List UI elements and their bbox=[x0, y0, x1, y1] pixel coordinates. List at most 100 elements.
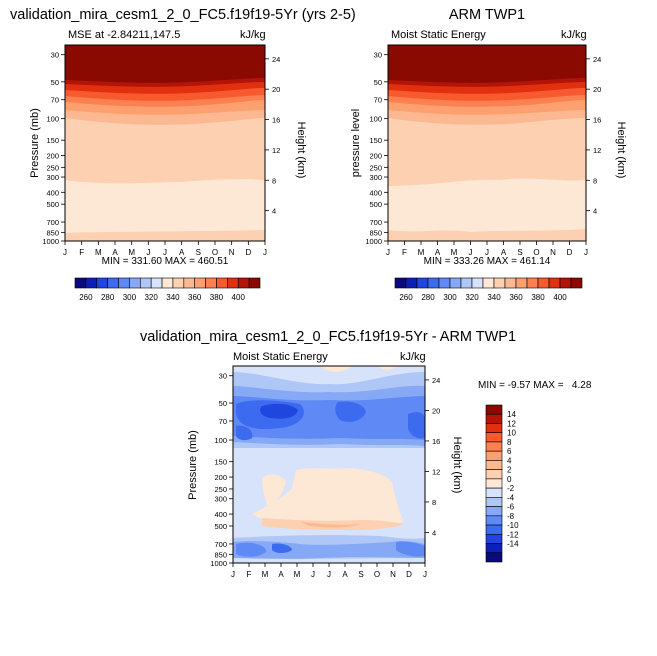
month-label: D bbox=[406, 570, 412, 579]
panel-diff-title: validation_mira_cesm1_2_0_FC5.f19f19-5Yr… bbox=[140, 329, 516, 345]
panel-diff: validation_mira_cesm1_2_0_FC5.f19f19-5Yr… bbox=[140, 329, 592, 579]
height-label: 4 bbox=[593, 207, 597, 216]
month-label: S bbox=[358, 570, 363, 579]
panel-obs-minmax: MIN = 333.26 MAX = 461.14 bbox=[424, 256, 551, 267]
colorbar-swatch bbox=[482, 277, 495, 289]
colorbar-swatch bbox=[485, 506, 503, 517]
month-label: N bbox=[229, 248, 235, 257]
month-label: D bbox=[245, 248, 251, 257]
pressure-label: 30 bbox=[51, 51, 59, 60]
pressure-label: 250 bbox=[214, 485, 227, 494]
pressure-label: 70 bbox=[51, 96, 59, 105]
pressure-label: 30 bbox=[374, 51, 382, 60]
colorbar-label: -10 bbox=[507, 521, 519, 530]
colorbar-swatch bbox=[237, 277, 250, 289]
pressure-label: 850 bbox=[46, 228, 59, 237]
panel-model-y2label: Height (km) bbox=[295, 122, 307, 179]
colorbar-swatch bbox=[85, 277, 98, 289]
colorbar-label: 10 bbox=[507, 429, 516, 438]
panel-model-minmax: MIN = 331.60 MAX = 460.51 bbox=[102, 256, 229, 267]
colorbar-label: 260 bbox=[399, 293, 413, 302]
pressure-label: 400 bbox=[369, 188, 382, 197]
colorbar-swatch bbox=[493, 277, 506, 289]
colorbar-swatch bbox=[485, 533, 503, 544]
colorbar-swatch bbox=[449, 277, 462, 289]
colorbar-label: 8 bbox=[507, 438, 512, 447]
pressure-label: 100 bbox=[214, 436, 227, 445]
height-label: 12 bbox=[272, 146, 280, 155]
panel-model-ylabel: Pressure (mb) bbox=[29, 108, 41, 178]
colorbar-swatch bbox=[205, 277, 217, 289]
colorbar-swatch bbox=[485, 441, 503, 452]
colorbar-swatch bbox=[570, 277, 583, 289]
colorbar-swatch bbox=[485, 450, 503, 461]
height-label: 16 bbox=[272, 116, 280, 125]
pressure-label: 70 bbox=[374, 96, 382, 105]
month-label: F bbox=[247, 570, 252, 579]
month-label: S bbox=[517, 248, 522, 257]
height-label: 4 bbox=[272, 207, 276, 216]
month-label: J bbox=[311, 570, 315, 579]
colorbar-label: 380 bbox=[531, 293, 545, 302]
colorbar-swatch bbox=[96, 277, 108, 289]
colorbar-label: 360 bbox=[188, 293, 202, 302]
height-label: 16 bbox=[593, 116, 601, 125]
pressure-label: 850 bbox=[214, 550, 227, 559]
panel-obs-ylabel: pressure level bbox=[350, 109, 362, 177]
pressure-label: 300 bbox=[369, 173, 382, 182]
month-label: J bbox=[163, 248, 167, 257]
colorbar-label: 260 bbox=[79, 293, 93, 302]
pressure-label: 400 bbox=[46, 188, 59, 197]
colorbar-swatch bbox=[526, 277, 539, 289]
pressure-label: 50 bbox=[374, 78, 382, 87]
colorbar-swatch bbox=[405, 277, 418, 289]
height-label: 24 bbox=[272, 55, 280, 64]
height-label: 16 bbox=[432, 437, 440, 446]
month-label: M bbox=[451, 248, 458, 257]
month-label: O bbox=[533, 248, 539, 257]
colorbar-label: 300 bbox=[443, 293, 457, 302]
height-label: 8 bbox=[272, 176, 276, 185]
colorbar-swatch bbox=[485, 423, 503, 434]
month-label: F bbox=[402, 248, 407, 257]
pressure-label: 850 bbox=[369, 228, 382, 237]
month-label: A bbox=[435, 248, 441, 257]
colorbar-swatch bbox=[559, 277, 572, 289]
pressure-label: 150 bbox=[46, 136, 59, 145]
colorbar-swatch bbox=[118, 277, 130, 289]
month-label: J bbox=[263, 248, 267, 257]
colorbar-label: 4 bbox=[507, 456, 512, 465]
colorbar-swatch bbox=[548, 277, 561, 289]
panel-obs-y2label: Height (km) bbox=[615, 122, 627, 179]
pressure-label: 50 bbox=[51, 78, 59, 87]
colorbar-swatch bbox=[427, 277, 440, 289]
colorbar-label: 12 bbox=[507, 419, 516, 428]
month-label: J bbox=[327, 570, 331, 579]
height-label: 20 bbox=[432, 406, 440, 415]
colorbar-swatch bbox=[416, 277, 429, 289]
colorbar-swatch bbox=[485, 432, 503, 443]
colorbar-model: 260 280 300 320 340 360 380 400 bbox=[74, 277, 261, 302]
colorbar-label: -4 bbox=[507, 493, 515, 502]
colorbar-label: -8 bbox=[507, 512, 515, 521]
height-label: 24 bbox=[432, 376, 440, 385]
pressure-label: 700 bbox=[46, 218, 59, 227]
month-label: J bbox=[584, 248, 588, 257]
panel-obs-units: kJ/kg bbox=[561, 29, 587, 41]
panel-diff-y2label: Height (km) bbox=[451, 437, 463, 494]
month-label: M bbox=[294, 570, 301, 579]
colorbar-swatch bbox=[74, 277, 87, 289]
colorbar-swatch bbox=[485, 460, 503, 470]
colorbar-swatch bbox=[485, 524, 503, 535]
colorbar-label: 360 bbox=[509, 293, 523, 302]
panel-diff-ylabel: Pressure (mb) bbox=[187, 430, 199, 500]
colorbar-swatch bbox=[485, 497, 503, 507]
colorbar-label: 400 bbox=[553, 293, 567, 302]
colorbar-label: -12 bbox=[507, 530, 519, 539]
pressure-label: 1000 bbox=[365, 237, 382, 246]
month-label: F bbox=[79, 248, 84, 257]
pressure-label: 100 bbox=[46, 115, 59, 124]
colorbar-swatch bbox=[485, 469, 503, 480]
colorbar-label: 320 bbox=[144, 293, 158, 302]
